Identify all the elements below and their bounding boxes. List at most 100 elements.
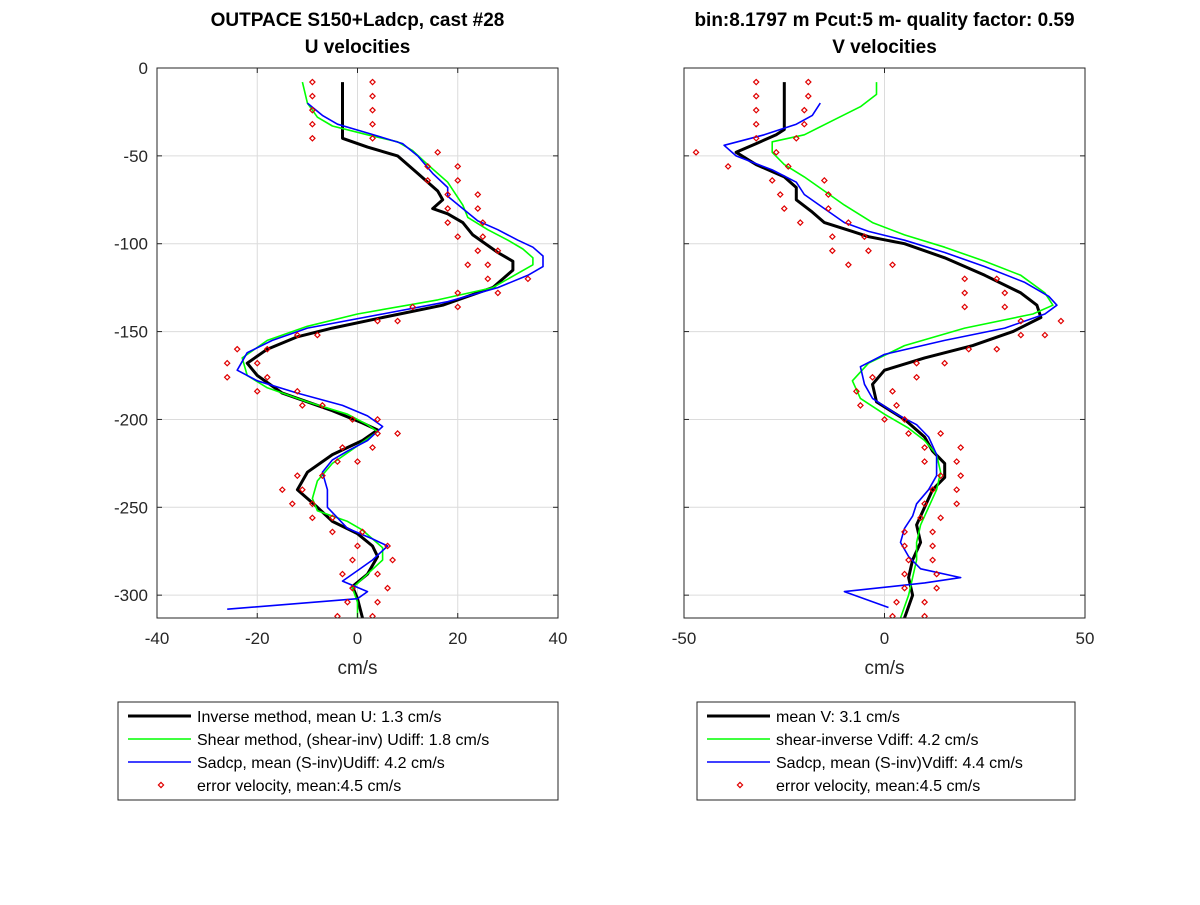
error-velocity-point — [253, 359, 261, 367]
error-velocity-point — [901, 570, 908, 578]
error-velocity-point — [424, 177, 432, 184]
error-velocity-point — [824, 191, 832, 198]
legend-entry: Shear method, (shear-inv) Udiff: 1.8 cm/… — [128, 732, 489, 749]
error-velocity-point — [953, 500, 961, 508]
error-velocity-point — [804, 92, 812, 100]
error-velocity-point — [374, 430, 381, 437]
u-velocity-panel: OUTPACE S150+Ladcp, cast #28 U velocities… — [114, 10, 567, 801]
chart-subtitle: V velocities — [832, 37, 937, 58]
grid-lines — [684, 68, 1085, 618]
error-velocity-point — [474, 191, 482, 198]
error-velocity-point — [369, 106, 376, 114]
legend-box — [696, 701, 1076, 801]
error-velocity-point — [444, 191, 452, 198]
x-tick-label: -20 — [245, 629, 270, 648]
error-velocity-point — [965, 345, 973, 353]
error-velocity-point — [344, 598, 351, 606]
legend-entry: error velocity, mean:4.5 cm/s — [157, 778, 401, 795]
error-velocity-point — [454, 177, 462, 184]
error-velocity-point — [1017, 317, 1025, 325]
error-velocity-point — [479, 219, 487, 227]
error-velocity-point — [800, 106, 808, 114]
error-velocity-point — [752, 120, 760, 128]
error-velocity-point — [409, 303, 417, 311]
error-velocity-point — [454, 303, 462, 311]
error-velocity-point — [444, 219, 452, 227]
y-tick-label: -200 — [114, 410, 148, 429]
error-velocity-point — [772, 148, 780, 156]
legend-entry: Sadcp, mean (S-inv)Udiff: 4.2 cm/s — [128, 755, 445, 772]
legend-entry: shear-inverse Vdiff: 4.2 cm/s — [707, 732, 978, 749]
error-velocity-point — [933, 584, 941, 592]
error-velocity-point — [792, 134, 800, 142]
error-velocity-point — [263, 373, 271, 381]
error-velocity-point — [752, 106, 760, 114]
legend-label: error velocity, mean:4.5 cm/s — [197, 778, 401, 795]
y-tick-label: -50 — [123, 147, 148, 166]
error-velocity-point — [953, 458, 961, 466]
error-velocity-point — [780, 205, 788, 213]
shear-method-line — [241, 81, 534, 618]
error-velocity-point — [253, 387, 261, 395]
legend-label: Sadcp, mean (S-inv)Udiff: 4.2 cm/s — [197, 755, 445, 772]
y-tick-label: -100 — [114, 235, 148, 254]
error-velocity-point — [223, 359, 231, 367]
error-velocity-point — [454, 289, 462, 297]
error-velocity-point — [369, 120, 376, 128]
error-velocity-point — [804, 78, 812, 86]
error-velocity-point — [484, 261, 492, 269]
error-velocity-point — [288, 500, 296, 508]
chart-title: OUTPACE S150+Ladcp, cast #28 — [211, 10, 505, 31]
error-velocity-point — [796, 219, 804, 227]
legend-label: Shear method, (shear-inv) Udiff: 1.8 cm/… — [197, 732, 489, 749]
error-velocity-point — [961, 289, 969, 297]
error-velocity-point — [384, 542, 392, 550]
error-velocity-point — [752, 134, 760, 142]
error-velocity-point — [293, 387, 301, 395]
error-velocity-point — [937, 472, 945, 480]
error-velocity-point — [921, 612, 929, 618]
error-velocity-point — [1017, 331, 1025, 339]
error-velocity-point — [961, 275, 969, 283]
error-velocity-point — [828, 233, 836, 241]
chart-subtitle: U velocities — [305, 37, 411, 58]
error-velocity-point — [953, 486, 961, 494]
error-velocity-point — [474, 247, 482, 255]
legend-label: Inverse method, mean U: 1.3 cm/s — [197, 709, 442, 726]
legend: mean V: 3.1 cm/s shear-inverse Vdiff: 4.2… — [696, 701, 1076, 801]
series-layer — [692, 78, 1065, 618]
error-velocity-point — [464, 261, 472, 269]
error-velocity-point — [768, 177, 776, 184]
error-velocity-point — [374, 598, 381, 606]
error-velocity-point — [424, 162, 432, 170]
error-velocity-point — [349, 556, 356, 564]
error-velocity-point — [993, 275, 1001, 283]
legend-entry: mean V: 3.1 cm/s — [707, 709, 900, 726]
error-velocity-point — [524, 275, 532, 283]
error-velocity-point — [800, 120, 808, 128]
error-velocity-point — [369, 92, 376, 100]
legend-label: error velocity, mean:4.5 cm/s — [776, 778, 980, 795]
error-velocity-point — [901, 584, 908, 592]
error-velocity-point — [905, 556, 913, 564]
error-velocity-point — [313, 331, 321, 339]
error-velocity-point — [394, 317, 402, 325]
error-velocity-point — [921, 500, 929, 508]
error-velocity-point — [308, 514, 316, 522]
error-velocity-point — [961, 303, 969, 311]
error-velocity-point — [889, 387, 896, 395]
y-tick-label: -150 — [114, 323, 148, 342]
error-velocity-point — [369, 444, 376, 452]
error-velocity-point — [901, 542, 908, 550]
error-velocity-point — [308, 106, 316, 114]
legend-label: Sadcp, mean (S-inv)Vdiff: 4.4 cm/s — [776, 755, 1023, 772]
x-tick-label: -50 — [672, 629, 697, 648]
x-axis-label: cm/s — [337, 658, 377, 679]
y-tick-label: 0 — [139, 59, 148, 78]
x-tick-label: 50 — [1076, 629, 1095, 648]
error-velocity-point — [334, 458, 341, 466]
error-velocity-point — [308, 120, 316, 128]
error-velocity-point — [929, 542, 937, 550]
error-velocity-point — [434, 148, 442, 156]
legend-marker — [157, 781, 165, 789]
